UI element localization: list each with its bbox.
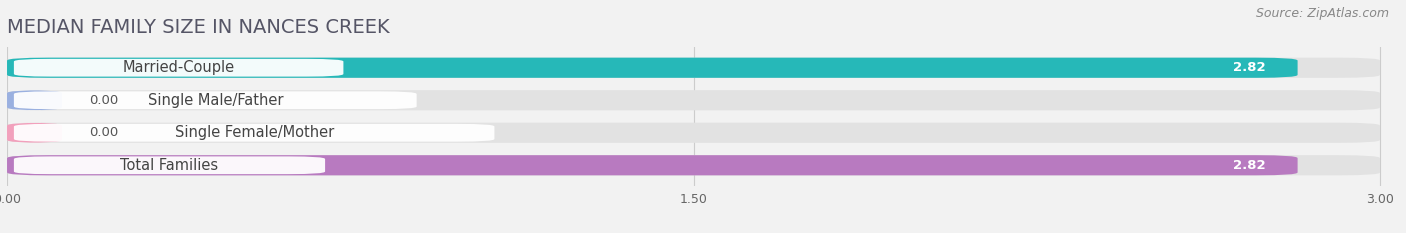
FancyBboxPatch shape [7,58,1298,78]
FancyBboxPatch shape [7,90,1379,110]
FancyBboxPatch shape [7,155,1379,175]
Text: Single Male/Father: Single Male/Father [148,93,283,108]
FancyBboxPatch shape [14,124,495,142]
FancyBboxPatch shape [7,155,1298,175]
Text: 0.00: 0.00 [90,94,118,107]
Text: MEDIAN FAMILY SIZE IN NANCES CREEK: MEDIAN FAMILY SIZE IN NANCES CREEK [7,18,389,37]
Text: 0.00: 0.00 [90,126,118,139]
Text: Married-Couple: Married-Couple [122,60,235,75]
FancyBboxPatch shape [7,123,62,143]
FancyBboxPatch shape [14,59,343,77]
FancyBboxPatch shape [14,91,416,109]
Text: 2.82: 2.82 [1233,61,1265,74]
FancyBboxPatch shape [7,90,62,110]
Text: Source: ZipAtlas.com: Source: ZipAtlas.com [1256,7,1389,20]
Text: 2.82: 2.82 [1233,159,1265,172]
Text: Total Families: Total Families [121,158,218,173]
FancyBboxPatch shape [7,58,1379,78]
FancyBboxPatch shape [7,123,1379,143]
FancyBboxPatch shape [14,156,325,174]
Text: Single Female/Mother: Single Female/Mother [174,125,333,140]
